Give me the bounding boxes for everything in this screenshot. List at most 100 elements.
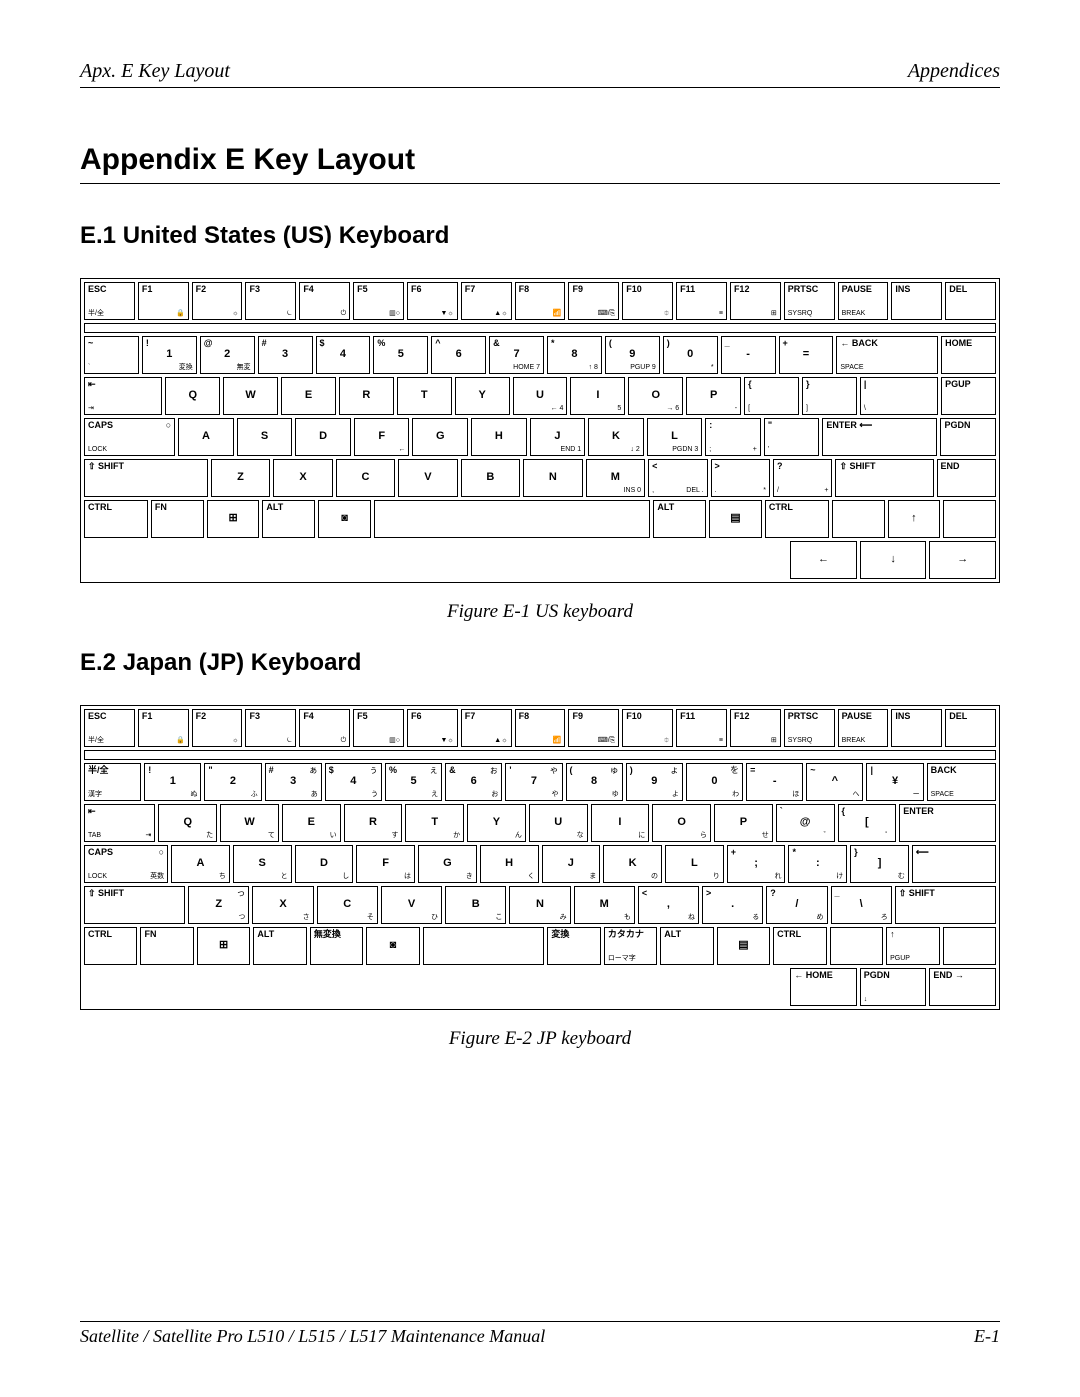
keyboard-key: PRTSCSYSRQ [784, 709, 835, 747]
keyboard-key: Jま [542, 845, 601, 883]
keyboard-key: F9⌨/⎘ [568, 709, 619, 747]
keyboard-key: Iに [591, 804, 650, 842]
keyboard-key: ← [790, 541, 857, 579]
keyboard-key: F1🔒 [138, 282, 189, 320]
keyboard-key: Dし [295, 845, 354, 883]
keyboard-key: DEL [945, 282, 996, 320]
keyboard-key: MINS 0 [586, 459, 645, 497]
keyboard-key: Qた [158, 804, 217, 842]
keyboard-key: PGDN [940, 418, 996, 456]
keyboard-key: (9PGUP 9 [605, 336, 660, 374]
keyboard-key: `@゛ [776, 804, 835, 842]
keyboard-key: F6▼☼ [407, 709, 458, 747]
keyboard-key: O→ 6 [628, 377, 683, 415]
keyboard-key: F← [354, 418, 410, 456]
keyboard-key: Vひ [381, 886, 442, 924]
keyboard-key: E [281, 377, 336, 415]
footer-right: E-1 [974, 1326, 1000, 1347]
keyboard-key: INS [891, 282, 942, 320]
us-keyboard-diagram: ESC半/全F1🔒F2☼F3⏾F4⏻F5▥○F6▼☼F7▲☼F8📶F9⌨/⎘F1… [80, 278, 1000, 583]
keyboard-key: P- [686, 377, 741, 415]
keyboard-key: CTRL [84, 927, 137, 965]
keyboard-key: F6▼☼ [407, 282, 458, 320]
keyboard-key: "2ふ [204, 763, 261, 801]
keyboard-key: <,DEL . [648, 459, 707, 497]
keyboard-key: #3 [258, 336, 313, 374]
keyboard-key: S [237, 418, 293, 456]
keyboard-key: +;れ [727, 845, 786, 883]
keyboard-key: Lり [665, 845, 724, 883]
keyboard-key: ⇤TAB⇥ [84, 804, 155, 842]
keyboard-key: V [398, 459, 457, 497]
keyboard-key: {[゜ [838, 804, 897, 842]
keyboard-key: U← 4 [513, 377, 568, 415]
keyboard-key: PAUSEBREAK [838, 282, 889, 320]
keyboard-key: END [937, 459, 996, 497]
keyboard-key: =-ほ [746, 763, 803, 801]
keyboard-key: ?/+ [773, 459, 832, 497]
keyboard-key: 'ゃ7や [505, 763, 562, 801]
keyboard-key: "' [764, 418, 820, 456]
keyboard-key: F7▲☼ [461, 709, 512, 747]
keyboard-key: Q [165, 377, 220, 415]
keyboard-key: }]む [850, 845, 909, 883]
keyboard-key: X [273, 459, 332, 497]
keyboard-key: F5▥○ [353, 282, 404, 320]
keyboard-key [943, 927, 996, 965]
keyboard-key: Tか [405, 804, 464, 842]
keyboard-key: I5 [570, 377, 625, 415]
keyboard-key: CTRL [84, 500, 148, 538]
keyboard-key: PGUP [941, 377, 996, 415]
keyboard-key: Gき [418, 845, 477, 883]
section2-heading: E.2 Japan (JP) Keyboard [80, 649, 1000, 677]
keyboard-key: ↑ [888, 500, 941, 538]
keyboard-key: R [339, 377, 394, 415]
keyboard-key: @2無変 [200, 336, 255, 374]
keyboard-key: B [461, 459, 520, 497]
page-footer: Satellite / Satellite Pro L510 / L515 / … [80, 1321, 1000, 1347]
footer-left: Satellite / Satellite Pro L510 / L515 / … [80, 1326, 545, 1347]
keyboard-key: F9⌨/⎘ [568, 282, 619, 320]
keyboard-key: ⇧ SHIFT [84, 886, 185, 924]
keyboard-key: 半/全漢字 [84, 763, 141, 801]
keyboard-key: ← HOME [790, 968, 857, 1006]
header-right: Appendices [908, 60, 1000, 83]
keyboard-key: Yん [467, 804, 526, 842]
keyboard-key: F8📶 [515, 709, 566, 747]
keyboard-key: #ぁ3あ [265, 763, 322, 801]
keyboard-key: !1ぬ [144, 763, 201, 801]
keyboard-key: PGDN↓ [860, 968, 927, 1006]
keyboard-key: ALT [660, 927, 713, 965]
keyboard-key: CTRL [765, 500, 829, 538]
keyboard-key: Nみ [509, 886, 570, 924]
keyboard-key: FN [151, 500, 204, 538]
keyboard-key: 変換 [547, 927, 600, 965]
keyboard-key: ← BACKSPACE [836, 336, 938, 374]
keyboard-key: カタカナローマ字 [604, 927, 657, 965]
keyboard-key: F3⏾ [245, 709, 296, 747]
keyboard-key: を0わ [686, 763, 743, 801]
keyboard-key: Uな [529, 804, 588, 842]
keyboard-key: Sと [233, 845, 292, 883]
keyboard-key: DEL [945, 709, 996, 747]
keyboard-key: >.る [702, 886, 763, 924]
keyboard-key: F7▲☼ [461, 282, 512, 320]
keyboard-key [943, 500, 996, 538]
header-left: Apx. E Key Layout [80, 60, 230, 83]
keyboard-key: |\ [860, 377, 938, 415]
keyboard-key: &7HOME 7 [489, 336, 544, 374]
keyboard-key: ALT [262, 500, 315, 538]
appendix-title: Appendix E Key Layout [80, 143, 1000, 184]
keyboard-key: ↑PGUP [886, 927, 939, 965]
keyboard-key: ENTER ⟵ [822, 418, 937, 456]
keyboard-key: *:け [788, 845, 847, 883]
keyboard-key: W [223, 377, 278, 415]
keyboard-key: Eい [282, 804, 341, 842]
keyboard-key: F10⯐ [622, 282, 673, 320]
keyboard-key: HOME [941, 336, 996, 374]
keyboard-key: H [471, 418, 527, 456]
keyboard-key: *8↑ 8 [547, 336, 602, 374]
keyboard-key: (ゅ8ゆ [566, 763, 623, 801]
keyboard-key: ALT [253, 927, 306, 965]
keyboard-key: _- [721, 336, 776, 374]
